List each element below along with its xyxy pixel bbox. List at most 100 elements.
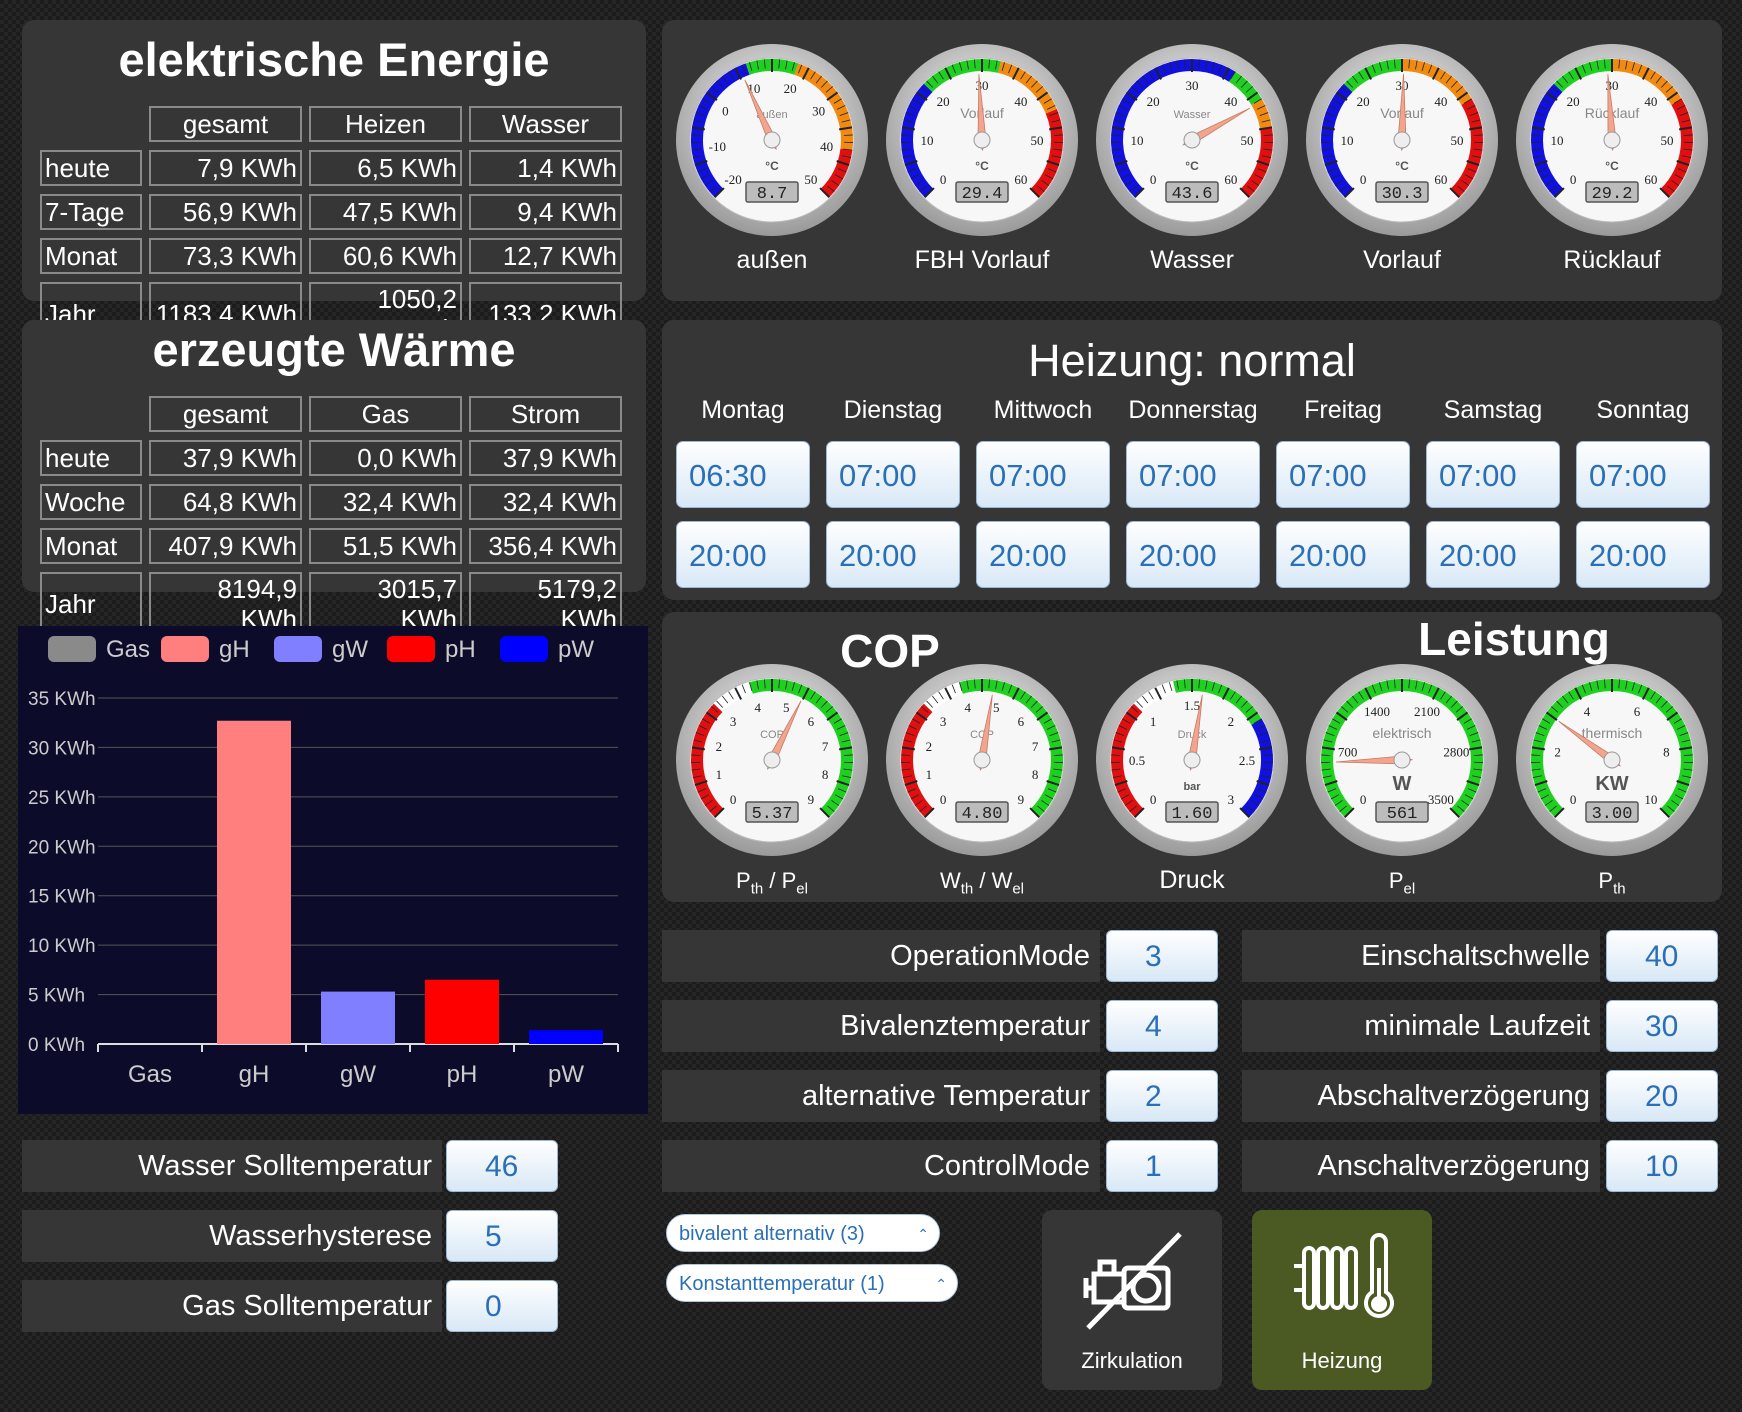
- switch-off-delay-input[interactable]: 20: [1606, 1070, 1718, 1122]
- alternative-temperature-input[interactable]: 2: [1106, 1070, 1218, 1122]
- gauge-tick: [763, 679, 766, 689]
- param-label: OperationMode: [890, 940, 1090, 972]
- switch-on-threshold-input[interactable]: 40: [1606, 930, 1718, 982]
- gauge-tick: [1235, 75, 1242, 84]
- friday-on-time-input[interactable]: 07:00: [1276, 441, 1410, 508]
- monday-on-time-input[interactable]: 06:30: [676, 441, 810, 508]
- gauge-label-pth-pel: Pth / Pel: [672, 868, 872, 897]
- gauge-tick: [836, 160, 850, 166]
- gauge-tick: [1321, 754, 1331, 756]
- control-mode-input[interactable]: 1: [1106, 1140, 1218, 1192]
- gauge-tick: [1111, 148, 1121, 151]
- gas-setpoint-input[interactable]: 0: [446, 1280, 558, 1332]
- table-cell: 32,4 KWh: [469, 484, 622, 520]
- tuesday-on-time-input[interactable]: 07:00: [826, 441, 960, 508]
- sunday-on-time-input[interactable]: 07:00: [1576, 441, 1710, 508]
- gauge-tick: [1457, 805, 1465, 812]
- gauge-tick: [908, 725, 918, 730]
- gauge-tick: [1450, 80, 1458, 88]
- gauge-tick: [1660, 700, 1668, 708]
- bivalence-temperature-input[interactable]: 4: [1106, 1000, 1218, 1052]
- gauge-tick-label: 10: [1341, 133, 1354, 148]
- gauge-tick: [1358, 691, 1364, 700]
- gauge-tick: [1113, 119, 1123, 123]
- gauge-tick: [1154, 687, 1163, 700]
- gauge-tick: [1461, 180, 1470, 186]
- minimum-runtime-input[interactable]: 30: [1606, 1000, 1718, 1052]
- gauge-band: [901, 703, 934, 818]
- param-row-operation-mode: OperationMode: [662, 930, 1100, 982]
- heating-button[interactable]: Heizung: [1252, 1210, 1432, 1390]
- gauge-tick: [1581, 684, 1586, 694]
- gauge-tick: [1346, 700, 1354, 708]
- gauge-tick: [1176, 60, 1179, 70]
- water-setpoint-input[interactable]: 46: [446, 1140, 558, 1192]
- gauge-tick: [842, 155, 852, 159]
- gauge-flow-temperature: 0102030405060Vorlauf°C30.3: [1306, 44, 1498, 236]
- gauge-tick: [1020, 71, 1026, 80]
- gauge-tick: [1445, 75, 1452, 84]
- gauge-tick: [1638, 64, 1643, 74]
- gauge-tick: [1618, 59, 1621, 69]
- water-hysteresis-input[interactable]: 5: [446, 1210, 558, 1262]
- tuesday-off-time-input[interactable]: 20:00: [826, 521, 960, 588]
- gauge-tick: [1142, 75, 1149, 84]
- gauge-tick: [815, 75, 822, 84]
- saturday-on-time-input[interactable]: 07:00: [1426, 441, 1560, 508]
- gauge-tick: [695, 732, 705, 736]
- gauge-needle: [1335, 755, 1414, 765]
- gauge-tick: [1679, 126, 1693, 131]
- gauge-tick: [1321, 126, 1335, 131]
- gauge-tick: [1428, 64, 1433, 74]
- gauge-tick: [1235, 695, 1242, 704]
- gauge-tick: [995, 680, 998, 690]
- gauge-tick: [1562, 75, 1569, 84]
- circulation-button[interactable]: Zirkulation: [1042, 1210, 1222, 1390]
- gauge-tick: [834, 174, 844, 180]
- gauge-tick: [1221, 687, 1230, 700]
- gauge-tick: [1332, 718, 1341, 724]
- gauge-tick: [1581, 64, 1586, 74]
- operation-mode-select[interactable]: bivalent alternativ (3) ⌃: [666, 1214, 940, 1252]
- gauge-tick: [841, 119, 851, 123]
- monday-off-time-input[interactable]: 20:00: [676, 521, 810, 588]
- gauge-tick: [1263, 134, 1273, 136]
- thursday-on-time-input[interactable]: 07:00: [1126, 441, 1260, 508]
- sunday-off-time-input[interactable]: 20:00: [1576, 521, 1710, 588]
- control-mode-select[interactable]: Konstanttemperatur (1) ⌃: [666, 1264, 958, 1302]
- gauge-band: [713, 682, 753, 713]
- gauge-tick: [791, 682, 795, 691]
- gauge-tick: [1047, 168, 1057, 173]
- switch-on-delay-input[interactable]: 10: [1606, 1140, 1718, 1192]
- gauge-tick: [1136, 80, 1144, 88]
- gauge-band: [794, 63, 853, 151]
- gauge-tick: [1240, 80, 1248, 88]
- gauge-tick: [1650, 71, 1656, 80]
- gauge-tick: [1545, 91, 1558, 101]
- gauge-tick: [988, 59, 991, 69]
- gauge-tick-label: 4: [965, 700, 972, 715]
- wednesday-on-time-input[interactable]: 07:00: [976, 441, 1110, 508]
- friday-off-time-input[interactable]: 20:00: [1276, 521, 1410, 588]
- gauge-tick: [1198, 59, 1201, 69]
- saturday-off-time-input[interactable]: 20:00: [1426, 521, 1560, 588]
- operation-mode-input[interactable]: 3: [1106, 930, 1218, 982]
- button-label: Heizung: [1301, 1348, 1383, 1373]
- gauge-tick: [1469, 112, 1479, 116]
- gauge-tick: [833, 718, 842, 724]
- gauge-tick: [1631, 62, 1635, 71]
- gauge-tick: [1665, 706, 1674, 713]
- gauge-tick: [826, 91, 839, 101]
- gauge-label: FBH Vorlauf: [914, 246, 1050, 274]
- thursday-off-time-input[interactable]: 20:00: [1126, 521, 1260, 588]
- wednesday-off-time-input[interactable]: 20:00: [976, 521, 1110, 588]
- gauge-tick: [1259, 732, 1269, 736]
- gauge-tick: [691, 768, 701, 771]
- table-row: heute 7,9 KWh 6,5 KWh 1,4 KWh: [40, 150, 622, 186]
- gauge-tick: [1467, 168, 1477, 173]
- table-row: Monat 73,3 KWh 60,6 KWh 12,7 KWh: [40, 238, 622, 274]
- gauge-tick: [1142, 695, 1149, 704]
- gauge-tick: [1183, 59, 1186, 69]
